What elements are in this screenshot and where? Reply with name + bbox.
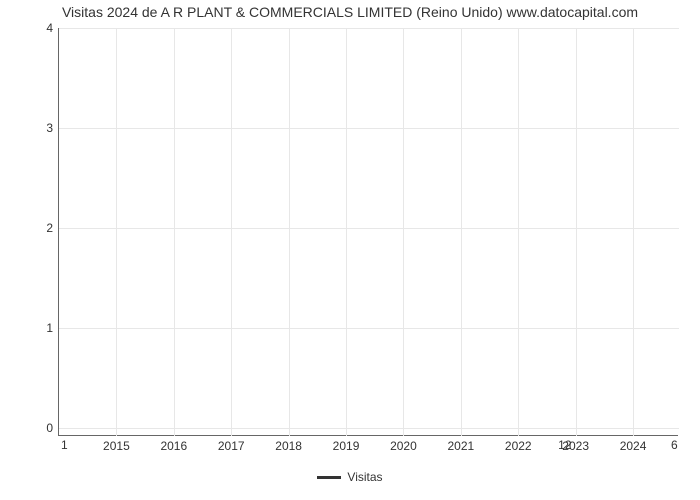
y-tick-label: 4 bbox=[46, 21, 59, 35]
chart-title: Visitas 2024 de A R PLANT & COMMERCIALS … bbox=[0, 4, 700, 20]
x-tick-label: 2017 bbox=[218, 435, 245, 453]
gridline-horizontal bbox=[59, 328, 679, 329]
x-tick-label: 2019 bbox=[333, 435, 360, 453]
x-tick-label: 2022 bbox=[505, 435, 532, 453]
x-tick-label: 2020 bbox=[390, 435, 417, 453]
gridline-horizontal bbox=[59, 228, 679, 229]
gridline-vertical bbox=[633, 28, 634, 436]
x-tick-label: 2018 bbox=[275, 435, 302, 453]
chart-container: { "chart": { "type": "line", "title": "V… bbox=[0, 0, 700, 500]
data-series bbox=[59, 28, 679, 436]
y-tick-label: 1 bbox=[46, 321, 59, 335]
gridline-horizontal bbox=[59, 128, 679, 129]
corner-label-inner-right: 12 bbox=[558, 438, 571, 452]
gridline-vertical bbox=[116, 28, 117, 436]
gridline-vertical bbox=[289, 28, 290, 436]
gridline-vertical bbox=[231, 28, 232, 436]
legend-label: Visitas bbox=[347, 470, 382, 484]
legend-swatch bbox=[317, 476, 341, 479]
x-tick-label: 2021 bbox=[447, 435, 474, 453]
x-tick-label: 2015 bbox=[103, 435, 130, 453]
y-tick-label: 3 bbox=[46, 121, 59, 135]
corner-label-bottom-right: 6 bbox=[671, 438, 678, 452]
gridline-horizontal bbox=[59, 28, 679, 29]
gridline-vertical bbox=[403, 28, 404, 436]
y-tick-label: 0 bbox=[46, 421, 59, 435]
y-tick-label: 2 bbox=[46, 221, 59, 235]
gridline-horizontal bbox=[59, 428, 679, 429]
plot-area: 2015201620172018201920202021202220232024… bbox=[58, 28, 678, 436]
gridline-vertical bbox=[346, 28, 347, 436]
legend: Visitas bbox=[0, 470, 700, 484]
x-tick-label: 2024 bbox=[620, 435, 647, 453]
x-tick-label: 2016 bbox=[160, 435, 187, 453]
gridline-vertical bbox=[461, 28, 462, 436]
gridline-vertical bbox=[576, 28, 577, 436]
gridline-vertical bbox=[518, 28, 519, 436]
gridline-vertical bbox=[174, 28, 175, 436]
corner-label-top-left: 1 bbox=[61, 438, 68, 452]
